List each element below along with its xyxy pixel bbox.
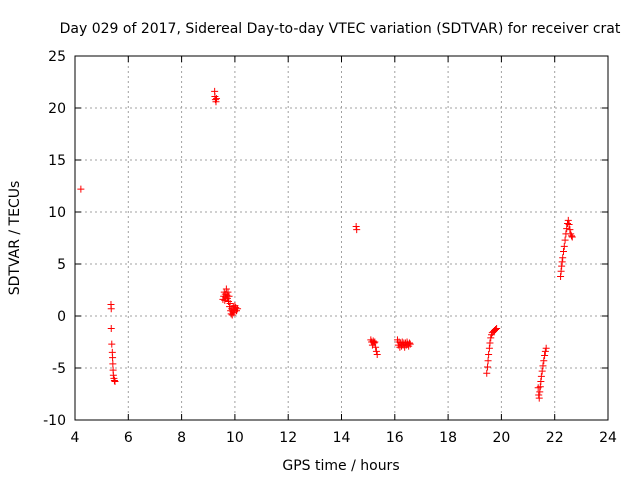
ticks: 4 6 8 10 12 14 16 18 20 22 24 -10 -5 0 5 10 15 20 25	[43, 49, 617, 446]
data-point	[558, 258, 566, 266]
data-point	[563, 219, 571, 227]
data-point	[222, 285, 230, 293]
x-tick-label: 4	[71, 430, 80, 446]
data-point	[109, 354, 117, 362]
data-point	[537, 372, 545, 380]
x-tick-label: 12	[279, 430, 297, 446]
data-point	[564, 216, 572, 224]
y-tick-label: 15	[48, 153, 66, 169]
data-point	[565, 220, 573, 228]
x-axis-label: GPS time / hours	[282, 458, 399, 474]
x-tick-label: 24	[599, 430, 617, 446]
x-tick-label: 22	[546, 430, 564, 446]
data-point	[539, 362, 547, 370]
data-point	[109, 371, 117, 379]
chart-title: Day 029 of 2017, Sidereal Day-to-day VTE…	[60, 21, 621, 37]
data-point	[535, 394, 543, 402]
data-point	[557, 272, 565, 280]
y-tick-label: 0	[57, 309, 66, 325]
data-point	[484, 357, 492, 365]
x-tick-label: 8	[177, 430, 186, 446]
data-point	[213, 95, 221, 103]
data-point	[535, 391, 543, 399]
data-point	[77, 185, 85, 193]
data-point	[111, 378, 119, 386]
data-point	[110, 376, 118, 384]
data-point	[558, 262, 566, 270]
data-point	[107, 305, 115, 313]
data-point	[108, 340, 116, 348]
data-point	[483, 369, 491, 377]
data-marks	[77, 87, 576, 402]
data-point	[406, 340, 414, 348]
data-point	[568, 233, 576, 241]
y-tick-label: -5	[52, 361, 66, 377]
data-point	[405, 339, 413, 347]
data-point	[563, 225, 571, 233]
data-point	[536, 388, 544, 396]
data-point	[560, 242, 568, 250]
data-point	[371, 338, 379, 346]
data-point	[234, 305, 242, 313]
x-tick-label: 10	[226, 430, 244, 446]
x-tick-label: 14	[333, 430, 351, 446]
data-point	[372, 343, 380, 351]
y-tick-label: 5	[57, 257, 66, 273]
data-point	[557, 267, 565, 275]
data-point	[559, 248, 567, 256]
data-point	[566, 226, 574, 234]
y-tick-label: 10	[48, 205, 66, 221]
data-point	[537, 378, 545, 386]
data-point	[485, 350, 493, 358]
data-point	[484, 363, 492, 371]
data-point	[226, 300, 234, 308]
x-tick-label: 18	[439, 430, 457, 446]
data-point	[487, 334, 495, 342]
data-point	[541, 352, 549, 360]
data-point	[353, 226, 361, 234]
data-point	[559, 254, 567, 262]
data-point	[492, 326, 500, 334]
data-point	[224, 288, 232, 296]
x-tick-label: 16	[386, 430, 404, 446]
grid	[75, 56, 608, 420]
data-point	[225, 292, 233, 300]
x-tick-label: 20	[492, 430, 510, 446]
data-point	[541, 347, 549, 355]
y-tick-label: 20	[48, 101, 66, 117]
y-axis-label: SDTVAR / TECUs	[7, 181, 23, 296]
data-point	[486, 339, 494, 347]
data-point	[109, 360, 117, 368]
data-point	[540, 357, 548, 365]
data-point	[542, 344, 550, 352]
data-point	[352, 223, 360, 231]
y-tick-label: 25	[48, 49, 66, 65]
y-tick-label: -10	[43, 413, 66, 429]
data-point	[538, 367, 546, 375]
data-point	[373, 350, 381, 358]
data-point	[372, 347, 380, 355]
x-tick-label: 6	[124, 430, 133, 446]
data-point	[485, 344, 493, 352]
data-point	[107, 324, 115, 332]
data-point	[370, 339, 378, 347]
data-point	[212, 98, 220, 106]
data-point	[561, 236, 569, 244]
data-point	[493, 324, 501, 332]
data-point	[567, 232, 575, 240]
data-point	[536, 383, 544, 391]
